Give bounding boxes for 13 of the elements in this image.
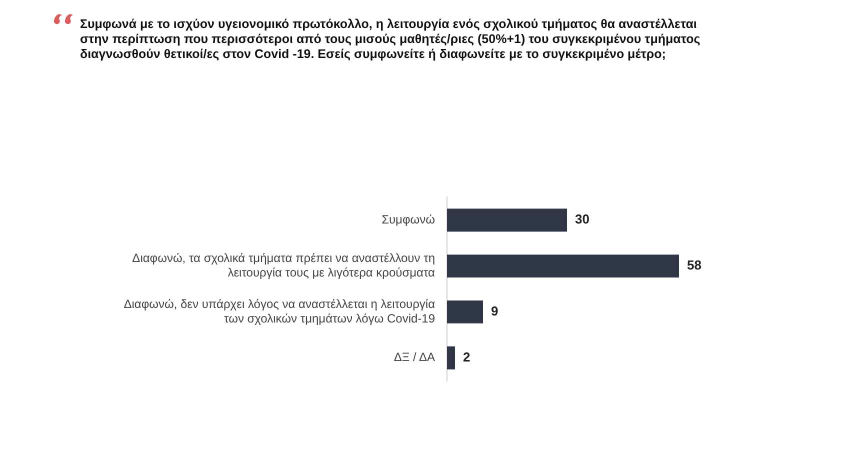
y-tick-label: Διαφωνώ, τα σχολικά τμήματα πρέπει να αναστέλλουν τη λειτουργία τους με λιγότερα κρούσματα	[132, 251, 436, 280]
y-tick-label: Συμφωνώ	[382, 212, 435, 226]
chart-title: Συμφωνά με το ισχύον υγειονομικό πρωτόκολλο, η λειτουργία ενός σχολικού τμήματος θα αναστέλλεται στην περίπτωση που περισσότεροι από τους μισούς μαθητές/ριες (50%+1) του συγκεκριμένου τμήματος διαγνωσθούν θετικοί/ες στον Covid -19. Εσείς συμφωνείτε ή διαφωνείτε με το συγκεκριμένο μέτρο;	[80, 17, 702, 62]
data-label: 9	[491, 304, 498, 319]
data-label: 58	[687, 258, 702, 273]
bar	[447, 208, 567, 232]
data-label: 30	[575, 212, 590, 227]
data-label: 2	[463, 349, 470, 364]
bar	[447, 300, 483, 324]
bar	[447, 346, 455, 370]
bar	[447, 254, 679, 278]
y-tick-label: ΔΞ / ΔΑ	[394, 350, 435, 364]
y-tick-label: Διαφωνώ, δεν υπάρχει λόγος να αναστέλλεται η λειτουργία των σχολικών τμημάτων λόγω Covid-19	[124, 297, 436, 326]
